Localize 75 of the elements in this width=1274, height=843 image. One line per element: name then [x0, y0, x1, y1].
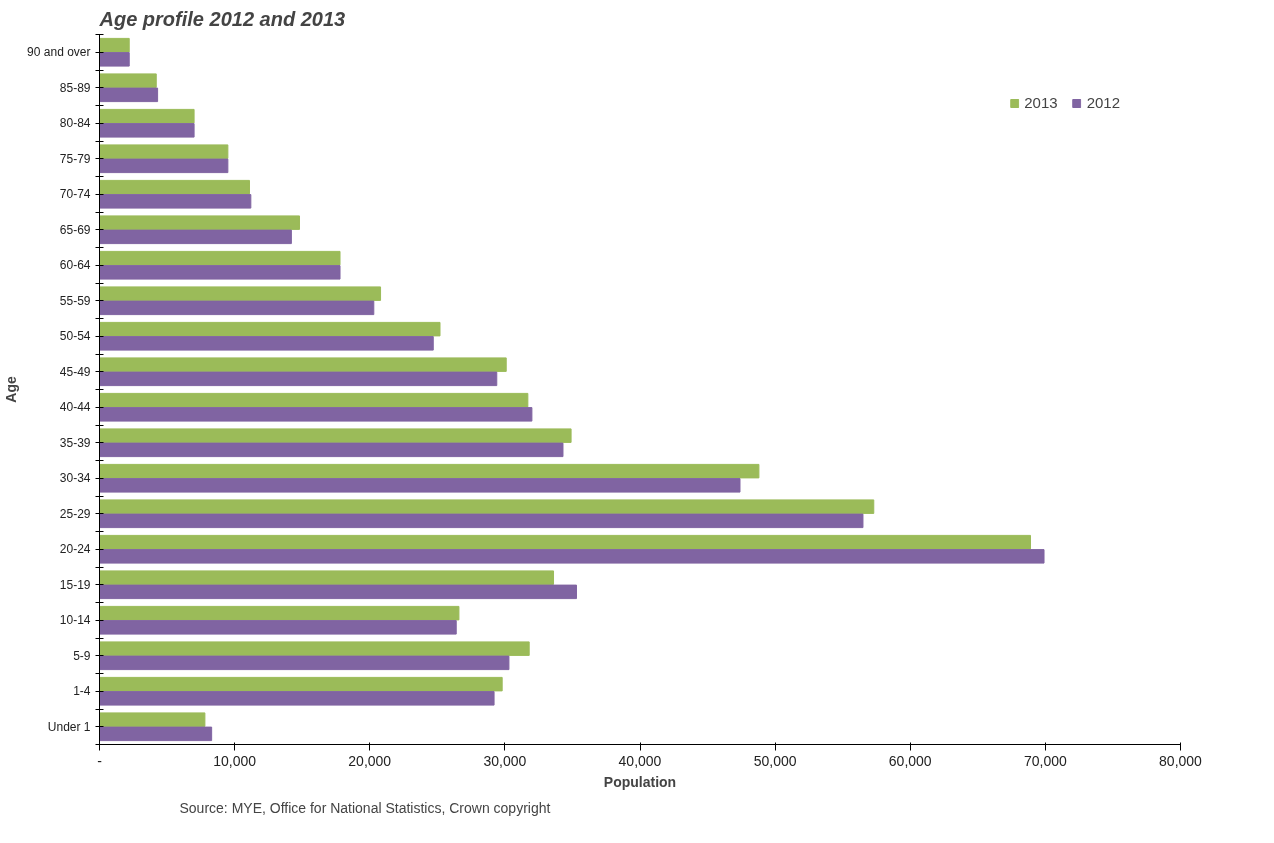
y-tick-label: 70-74 — [59, 187, 91, 202]
bar — [99, 158, 229, 174]
bar — [99, 605, 460, 621]
y-tick-label: 25-29 — [59, 506, 91, 521]
y-tick-label: 75-79 — [59, 151, 91, 166]
bar — [99, 250, 341, 266]
y-tick-label: 10-14 — [59, 613, 91, 628]
bar — [99, 584, 577, 600]
y-tick-label: 35-39 — [59, 435, 91, 450]
bar — [99, 215, 300, 230]
bar — [99, 726, 213, 742]
x-tick-label: 10,000 — [213, 752, 257, 769]
legend-label: 2012 — [1086, 94, 1120, 111]
x-tick-label: 80,000 — [1159, 752, 1203, 769]
bar — [99, 371, 498, 387]
bar — [99, 428, 572, 443]
y-tick-label: Under 1 — [47, 719, 91, 734]
x-tick-label: 70,000 — [1023, 752, 1067, 769]
x-tick-label: 60,000 — [888, 752, 932, 769]
bar — [99, 676, 503, 692]
x-tick-label: - — [97, 752, 103, 769]
bar — [99, 407, 533, 422]
y-tick-label: 80-84 — [59, 116, 91, 131]
y-tick-label: 90 and over — [27, 45, 91, 60]
y-tick-label: 1-4 — [73, 684, 91, 699]
bar — [99, 570, 555, 585]
y-tick-label: 5-9 — [73, 648, 91, 663]
y-tick-label: 85-89 — [59, 80, 91, 95]
bar — [99, 499, 875, 514]
bar — [99, 108, 195, 124]
y-tick-label: 45-49 — [59, 364, 91, 379]
bar — [99, 144, 229, 159]
bar — [99, 463, 760, 479]
bar — [99, 321, 441, 337]
bar — [99, 229, 292, 245]
bar — [99, 712, 206, 727]
bar — [99, 87, 159, 103]
x-tick-label: 50,000 — [753, 752, 797, 769]
x-axis-title: Population — [603, 773, 677, 790]
bar — [99, 37, 130, 53]
bar — [99, 549, 1045, 564]
y-tick-label: 20-24 — [59, 542, 91, 557]
bar — [99, 392, 529, 408]
bar — [99, 655, 510, 671]
bar — [99, 194, 252, 209]
y-axis-title: Age — [3, 376, 20, 403]
bar — [99, 534, 1032, 550]
bar — [99, 513, 864, 529]
bar — [99, 641, 530, 656]
bar — [99, 52, 130, 67]
y-tick-label: 50-54 — [59, 329, 91, 344]
y-tick-label: 40-44 — [59, 400, 91, 415]
bar — [99, 442, 564, 458]
bar — [99, 620, 457, 635]
bar — [99, 179, 250, 195]
x-tick-label: 40,000 — [618, 752, 662, 769]
y-tick-label: 65-69 — [59, 222, 91, 237]
bar — [99, 300, 375, 316]
bar — [99, 336, 434, 351]
source-note: Source: MYE, Office for National Statistics, Crown copyright — [179, 799, 551, 816]
bar — [99, 265, 341, 280]
bar — [99, 691, 495, 706]
x-tick-label: 20,000 — [348, 752, 392, 769]
bar — [99, 73, 157, 88]
y-tick-label: 15-19 — [59, 577, 91, 592]
y-tick-label: 55-59 — [59, 293, 91, 308]
bar — [99, 286, 382, 301]
x-tick-label: 30,000 — [483, 752, 527, 769]
y-tick-label: 60-64 — [59, 258, 91, 273]
y-tick-label: 30-34 — [59, 471, 91, 486]
chart-title: Age profile 2012 and 2013 — [98, 7, 346, 30]
legend-label: 2013 — [1024, 94, 1058, 111]
bar — [99, 123, 195, 138]
bar — [99, 478, 741, 493]
bar — [99, 357, 507, 372]
